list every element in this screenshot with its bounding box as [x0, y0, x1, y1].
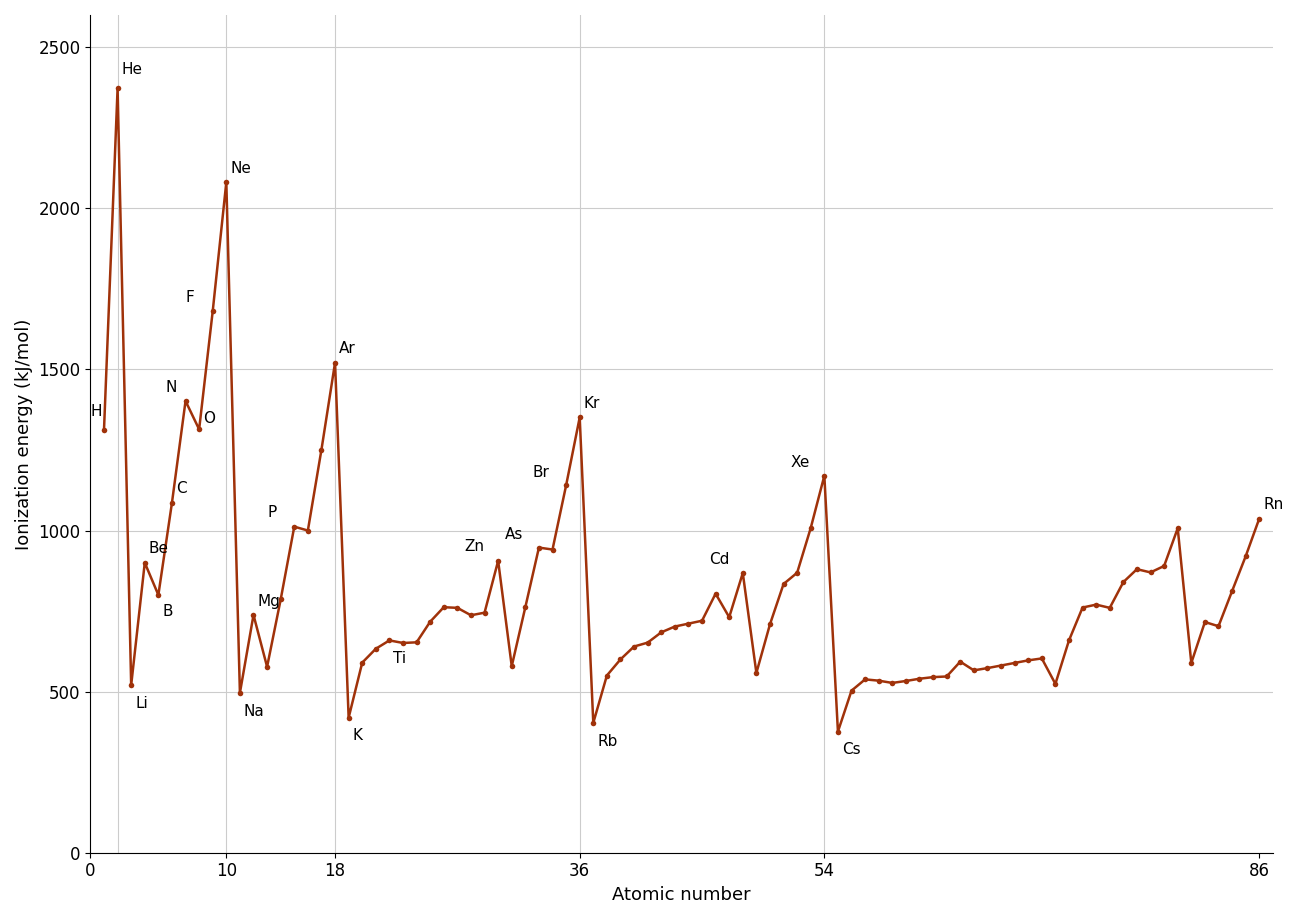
Text: Ti: Ti: [394, 652, 407, 666]
Text: Be: Be: [148, 541, 169, 556]
Text: Li: Li: [135, 696, 148, 711]
Text: As: As: [504, 527, 524, 542]
Y-axis label: Ionization energy (kJ/mol): Ionization energy (kJ/mol): [16, 318, 32, 550]
Text: H: H: [91, 403, 101, 419]
Text: Kr: Kr: [584, 396, 601, 411]
Text: Xe: Xe: [790, 455, 810, 470]
Text: Cs: Cs: [842, 743, 861, 757]
Text: P: P: [266, 505, 277, 520]
Text: Ne: Ne: [230, 161, 251, 176]
Text: B: B: [162, 604, 173, 619]
X-axis label: Atomic number: Atomic number: [612, 886, 751, 904]
Text: Rn: Rn: [1264, 497, 1283, 512]
Text: K: K: [352, 729, 363, 743]
Text: Cd: Cd: [708, 552, 729, 567]
Text: Zn: Zn: [464, 539, 484, 554]
Text: O: O: [203, 411, 216, 426]
Text: He: He: [122, 62, 143, 77]
Text: N: N: [165, 380, 177, 394]
Text: C: C: [176, 482, 187, 496]
Text: Rb: Rb: [598, 733, 618, 749]
Text: F: F: [186, 289, 194, 305]
Text: Br: Br: [532, 465, 549, 480]
Text: Ar: Ar: [339, 341, 356, 357]
Text: Na: Na: [244, 704, 265, 719]
Text: Mg: Mg: [257, 595, 281, 609]
